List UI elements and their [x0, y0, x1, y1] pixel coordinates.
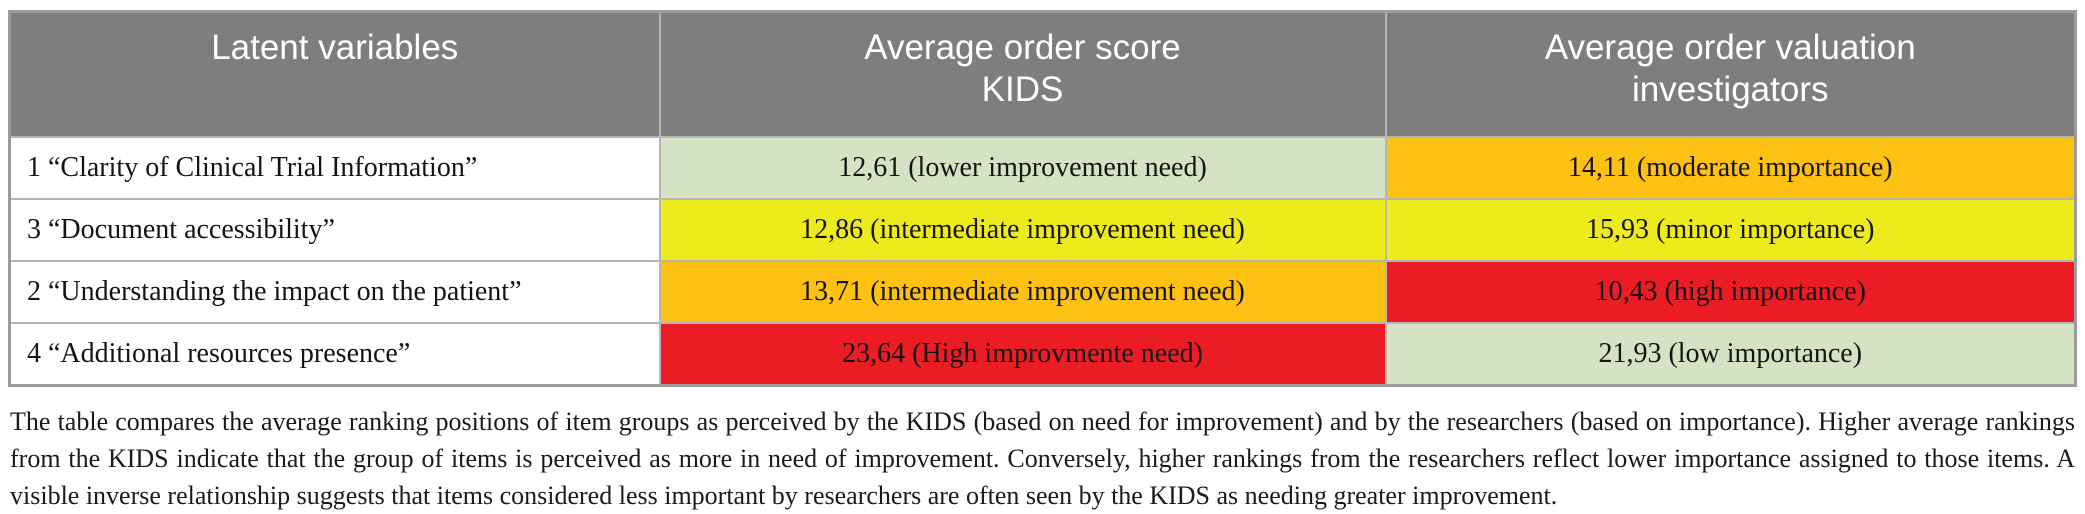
- investigators-score-cell: 14,11 (moderate importance): [1384, 136, 2077, 200]
- table-header-row: Latent variables Average order score KID…: [8, 10, 2077, 138]
- kids-score-cell: 13,71 (intermediate improvement need): [658, 260, 1387, 324]
- latent-variable-cell: 4 “Additional resources presence”: [8, 322, 661, 387]
- column-header-kids-line1: Average order score: [864, 28, 1181, 67]
- latent-variable-cell: 2 “Understanding the impact on the patie…: [8, 260, 661, 324]
- column-header-kids-line2: KIDS: [981, 70, 1064, 109]
- kids-score-cell: 23,64 (High improvmente need): [658, 322, 1387, 387]
- column-header-latent-variables: Latent variables: [8, 10, 661, 138]
- table-row: 4 “Additional resources presence” 23,64 …: [8, 322, 2077, 387]
- kids-score-cell: 12,86 (intermediate improvement need): [658, 198, 1387, 262]
- table-row: 2 “Understanding the impact on the patie…: [8, 260, 2077, 324]
- table-row: 1 “Clarity of Clinical Trial Information…: [8, 136, 2077, 200]
- column-header-investigators-valuation: Average order valuation investigators: [1384, 10, 2077, 138]
- table-caption: The table compares the average ranking p…: [10, 407, 2075, 510]
- column-header-investigators-line1: Average order valuation: [1544, 28, 1916, 67]
- results-table: Latent variables Average order score KID…: [8, 10, 2077, 387]
- kids-score-cell: 12,61 (lower improvement need): [658, 136, 1387, 200]
- column-header-kids-score: Average order score KIDS: [658, 10, 1387, 138]
- column-header-investigators-line2: investigators: [1632, 70, 1829, 109]
- table-row: 3 “Document accessibility” 12,86 (interm…: [8, 198, 2077, 262]
- investigators-score-cell: 10,43 (high importance): [1384, 260, 2077, 324]
- latent-variable-cell: 1 “Clarity of Clinical Trial Information…: [8, 136, 661, 200]
- investigators-score-cell: 21,93 (low importance): [1384, 322, 2077, 387]
- latent-variable-cell: 3 “Document accessibility”: [8, 198, 661, 262]
- investigators-score-cell: 15,93 (minor importance): [1384, 198, 2077, 262]
